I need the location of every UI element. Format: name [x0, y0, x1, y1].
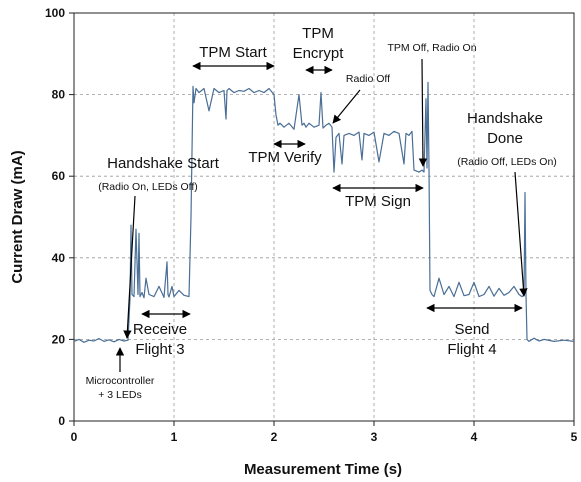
ann-tpm-encrypt-2: Encrypt	[293, 45, 345, 62]
ticks: 0 1 2 3 4 5 0 20 40 60 80 100	[45, 6, 578, 444]
x-tick-label: 0	[71, 430, 78, 444]
y-tick-label: 0	[58, 414, 65, 428]
ann-tpm-sign: TPM Sign	[345, 193, 411, 210]
arrow-handshake-done	[514, 171, 528, 297]
ann-tpm-verify: TPM Verify	[248, 149, 322, 166]
ann-3-leds: + 3 LEDs	[98, 389, 141, 401]
ann-receive: Receive	[133, 321, 187, 338]
ann-handshake-start: Handshake Start	[107, 155, 220, 172]
ann-radio-on-leds-off: (Radio On, LEDs Off)	[98, 181, 198, 193]
y-tick-label: 40	[52, 251, 66, 265]
ann-microcontroller: Microcontroller	[86, 375, 155, 387]
y-tick-label: 80	[52, 88, 66, 102]
grid	[74, 13, 574, 421]
arrow-radio-off	[332, 89, 361, 124]
x-axis-title: Measurement Time (s)	[244, 461, 402, 478]
x-tick-label: 4	[471, 430, 478, 444]
ann-tpm-encrypt-1: TPM	[302, 25, 334, 42]
x-tick-label: 2	[271, 430, 278, 444]
y-tick-label: 20	[52, 332, 66, 346]
x-tick-label: 3	[371, 430, 378, 444]
ann-flight3: Flight 3	[135, 341, 184, 358]
plot-frame	[73, 12, 575, 422]
ann-radio-off-leds-on: (Radio Off, LEDs On)	[457, 156, 557, 168]
ann-send: Send	[454, 321, 489, 338]
x-tick-label: 1	[171, 430, 178, 444]
annotations: Handshake Start (Radio On, LEDs Off) Rec…	[86, 25, 557, 401]
y-tick-label: 100	[45, 6, 65, 20]
ann-handshake-done-1: Handshake	[467, 110, 543, 127]
y-tick-label: 60	[52, 169, 66, 183]
ann-tpm-start: TPM Start	[199, 44, 267, 61]
x-tick-label: 5	[571, 430, 578, 444]
ann-handshake-done-2: Done	[487, 130, 523, 147]
y-axis-title: Current Draw (mA)	[9, 150, 26, 283]
ann-tpm-off-radio-on: TPM Off, Radio On	[387, 42, 476, 54]
arrow-handshake-start	[123, 195, 136, 339]
ann-flight4: Flight 4	[447, 341, 496, 358]
arrow-tpm-off-radio-on	[418, 58, 428, 167]
ann-radio-off: Radio Off	[346, 73, 390, 85]
current-series-line	[73, 81, 575, 343]
